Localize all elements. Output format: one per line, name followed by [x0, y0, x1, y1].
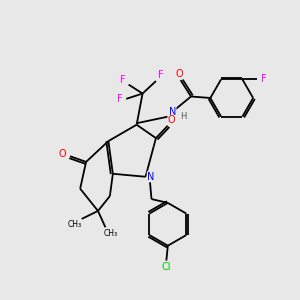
Text: O: O: [175, 69, 183, 79]
Text: O: O: [58, 149, 66, 159]
Text: F: F: [117, 94, 122, 104]
Text: F: F: [261, 74, 267, 85]
Text: Cl: Cl: [162, 262, 171, 272]
Text: CH₃: CH₃: [103, 229, 118, 238]
Text: CH₃: CH₃: [68, 220, 82, 229]
Text: H: H: [180, 112, 186, 121]
Text: F: F: [120, 75, 125, 85]
Text: F: F: [158, 70, 164, 80]
Text: N: N: [169, 107, 176, 117]
Text: O: O: [168, 115, 176, 125]
Text: N: N: [147, 172, 155, 182]
